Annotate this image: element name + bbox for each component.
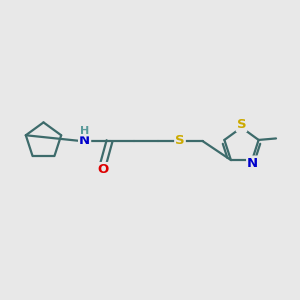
Text: N: N [247,157,258,169]
Text: S: S [175,134,185,148]
Text: S: S [237,118,246,131]
Text: H: H [80,125,89,136]
Text: O: O [97,163,109,176]
Text: N: N [79,134,90,148]
